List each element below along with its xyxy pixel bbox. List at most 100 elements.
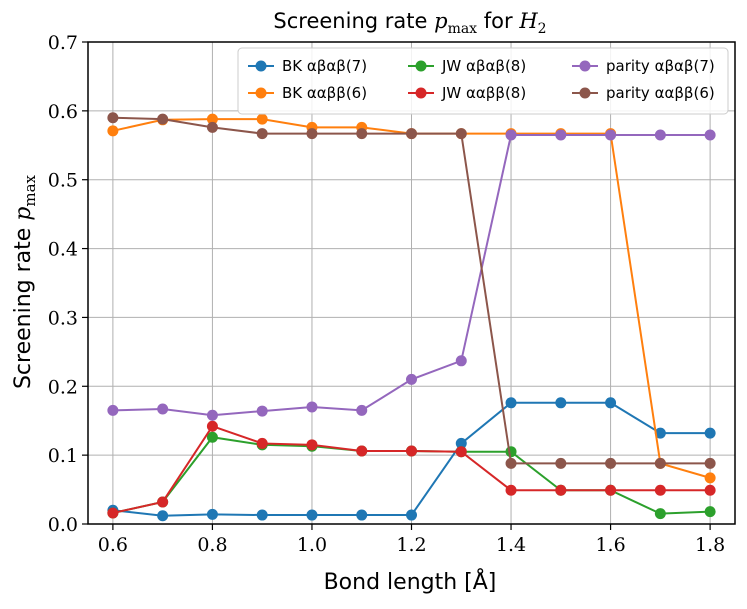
data-point xyxy=(455,437,467,449)
data-point xyxy=(157,113,169,125)
data-point xyxy=(704,427,716,439)
data-point xyxy=(704,506,716,518)
data-point xyxy=(654,427,666,439)
data-point xyxy=(107,112,119,124)
data-point xyxy=(206,508,218,520)
data-point xyxy=(256,128,268,140)
data-point xyxy=(605,457,617,469)
x-tick-label: 0.6 xyxy=(98,534,128,556)
data-point xyxy=(206,121,218,133)
data-point xyxy=(555,484,567,496)
data-point xyxy=(555,129,567,141)
chart-title: Screening rate pmax for H2 xyxy=(273,9,546,37)
data-point xyxy=(605,484,617,496)
legend: BK αβαβ(7) BK ααββ(6) JW αβαβ(8) JW ααββ(8)… xyxy=(237,47,729,115)
data-point xyxy=(107,404,119,416)
x-tick-label: 1.2 xyxy=(396,534,426,556)
y-tick-label: 0.7 xyxy=(48,32,78,54)
series-3 xyxy=(107,420,716,519)
title-mol: H xyxy=(518,9,538,33)
data-point xyxy=(256,405,268,417)
data-point xyxy=(356,128,368,140)
data-point xyxy=(157,510,169,522)
data-point xyxy=(256,509,268,521)
data-point xyxy=(505,446,517,458)
y-tick-label: 0.4 xyxy=(48,239,78,261)
x-tick-label: 1.4 xyxy=(496,534,526,556)
legend-marker xyxy=(415,60,427,72)
y-axis-label: Screening rate pmax xyxy=(11,174,39,389)
plot-area-frame xyxy=(87,41,736,525)
data-point xyxy=(455,128,467,140)
data-point xyxy=(306,128,318,140)
data-point xyxy=(406,128,417,140)
legend-marker xyxy=(255,60,267,72)
data-point xyxy=(605,129,617,141)
x-tick-label: 1.6 xyxy=(595,534,625,556)
data-point xyxy=(306,401,318,413)
legend-label: parity ααββ(6) xyxy=(606,84,715,102)
data-point xyxy=(306,439,318,451)
legend-item: JW ααββ(8) xyxy=(408,84,526,102)
legend-marker xyxy=(415,87,427,99)
y-tick-label: 0.0 xyxy=(48,514,78,536)
data-point xyxy=(107,125,119,137)
x-axis-label: Bond length [Å] xyxy=(324,568,497,595)
legend-label: parity αβαβ(7) xyxy=(606,57,715,75)
data-point xyxy=(704,484,716,496)
data-point xyxy=(107,507,119,519)
y-tick-label: 0.1 xyxy=(48,445,78,467)
legend-label: BK ααββ(6) xyxy=(282,84,367,102)
x-tick-label: 1.0 xyxy=(297,534,327,556)
data-point xyxy=(206,420,218,432)
y-tick-label: 0.5 xyxy=(48,170,78,192)
legend-marker xyxy=(579,87,591,99)
x-tick-label: 0.8 xyxy=(197,534,227,556)
data-point xyxy=(704,457,716,469)
data-point xyxy=(206,113,218,125)
legend-label: BK αβαβ(7) xyxy=(282,57,367,75)
ylabel-var: p xyxy=(11,207,36,221)
series-4 xyxy=(107,129,716,421)
data-point xyxy=(654,457,666,469)
data-point xyxy=(455,446,467,458)
data-point xyxy=(406,445,417,457)
title-prefix: Screening rate xyxy=(273,9,434,33)
legend-label: JW αβαβ(8) xyxy=(441,57,526,75)
data-point xyxy=(505,457,517,469)
legend-item: BK αβαβ(7) xyxy=(248,57,367,75)
ticks: 0.6 0.8 1.0 1.2 1.4 1.6 1.8 0.0 0.1 0.2 0.3 0.4 0.5 0… xyxy=(48,32,725,556)
data-point xyxy=(505,129,517,141)
data-point xyxy=(654,484,666,496)
title-var: p xyxy=(434,9,447,33)
legend-marker xyxy=(579,60,591,72)
title-sub: max xyxy=(448,21,478,37)
legend-item: BK ααββ(6) xyxy=(248,84,367,102)
data-point xyxy=(157,496,169,508)
data-point xyxy=(356,404,368,416)
data-point xyxy=(505,397,517,409)
legend-box xyxy=(237,47,729,115)
legend-label: JW ααββ(8) xyxy=(441,84,526,102)
data-point xyxy=(157,403,169,415)
y-tick-label: 0.2 xyxy=(48,376,78,398)
data-point xyxy=(356,445,368,457)
y-tick-label: 0.6 xyxy=(48,101,78,123)
y-tick-label: 0.3 xyxy=(48,307,78,329)
data-point xyxy=(306,509,318,521)
data-point xyxy=(406,509,417,521)
title-mid: for xyxy=(477,9,519,33)
legend-marker xyxy=(255,87,267,99)
ylabel-prefix: Screening rate xyxy=(11,221,36,389)
data-point xyxy=(704,129,716,141)
series-5 xyxy=(107,112,716,469)
data-point xyxy=(704,472,716,484)
data-point xyxy=(206,409,218,421)
data-point xyxy=(505,484,517,496)
data-point xyxy=(256,437,268,449)
x-tick-label: 1.8 xyxy=(695,534,725,556)
ylabel-sub: max xyxy=(21,174,39,206)
data-point xyxy=(555,397,567,409)
data-point xyxy=(356,509,368,521)
